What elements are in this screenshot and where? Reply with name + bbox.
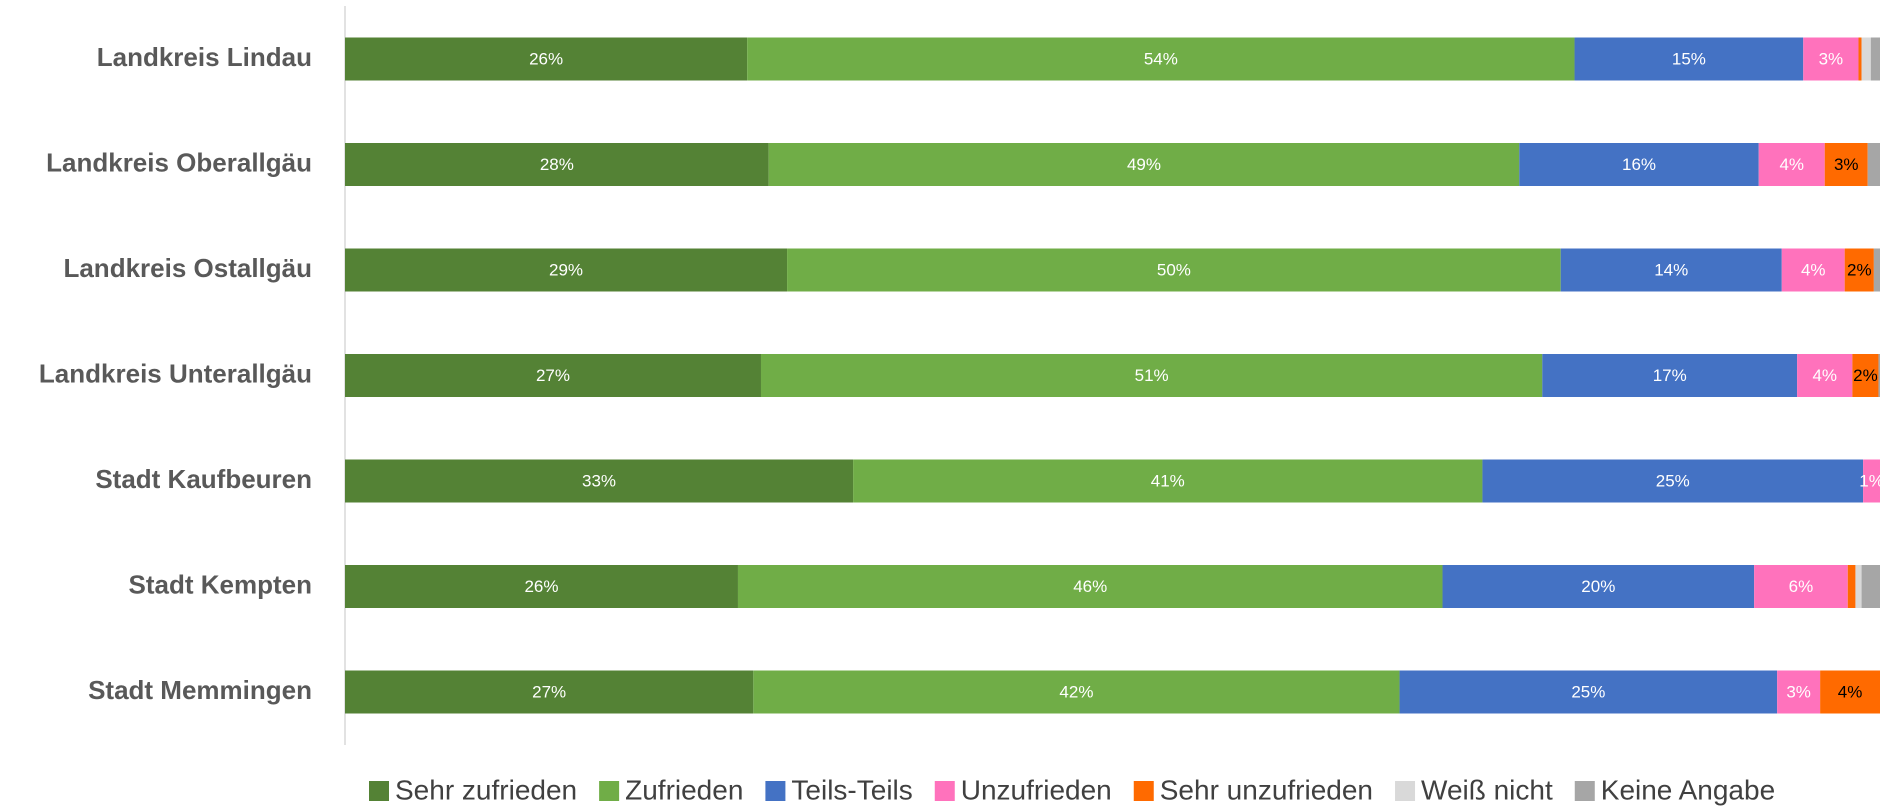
bar-segment (853, 459, 1483, 503)
legend-label: Unzufrieden (961, 774, 1112, 805)
bar-segment (753, 670, 1400, 714)
bar-segment (345, 354, 761, 397)
bar-segment (1847, 565, 1856, 608)
bar-segment (1560, 248, 1782, 292)
bar-segment (1873, 248, 1880, 292)
bar-segment (345, 143, 769, 186)
category-label: Landkreis Unterallgäu (39, 358, 312, 388)
legend-label: Zufrieden (625, 774, 743, 805)
value-label: 2% (1853, 366, 1878, 385)
bar-segment (1519, 143, 1759, 186)
legend-swatch (599, 781, 620, 801)
bar-segment (1777, 670, 1821, 714)
category-label: Stadt Kaufbeuren (95, 464, 312, 494)
value-label: 29% (549, 260, 583, 279)
value-label: 49% (1127, 155, 1161, 174)
value-label: 4% (1801, 260, 1826, 279)
legend-swatch (1574, 781, 1595, 801)
value-label: 41% (1151, 471, 1185, 490)
bar-segment (787, 248, 1561, 292)
bar-segment (1863, 459, 1880, 503)
value-label: 28% (540, 155, 574, 174)
value-label: 3% (1819, 49, 1844, 68)
value-label: 54% (1144, 49, 1178, 68)
value-label: 15% (1672, 49, 1706, 68)
category-label: Landkreis Oberallgäu (46, 147, 312, 177)
value-label: 4% (1838, 682, 1863, 701)
bar-segment (1844, 248, 1874, 292)
legend-label: Sehr unzufrieden (1160, 774, 1373, 805)
bar-segment (1824, 143, 1868, 186)
bar-segment (1758, 143, 1825, 186)
value-label: 4% (1779, 155, 1804, 174)
legend-swatch (1395, 781, 1416, 801)
legend-swatch (934, 781, 955, 801)
value-label: 1% (1859, 471, 1884, 490)
bar-segment (345, 37, 748, 81)
value-label: 6% (1789, 577, 1814, 596)
bar-segment (1797, 354, 1853, 397)
bar-segment (1754, 565, 1848, 608)
bar-segment (1820, 670, 1880, 714)
bar-segment (1542, 354, 1798, 397)
value-label: 4% (1812, 366, 1837, 385)
bar-segment (1399, 670, 1778, 714)
plot-area: 26% 54% 15% 3% 28% 49% 16% 4% 3% 29% 50% 14% 4% 2% 27%… (345, 37, 1884, 714)
bar-segment (1442, 565, 1755, 608)
bar-segment (1855, 565, 1862, 608)
category-label: Stadt Kempten (129, 569, 312, 599)
legend-label: Sehr zufrieden (395, 774, 577, 805)
bar-segment (768, 143, 1520, 186)
value-label: 27% (532, 682, 566, 701)
value-label: 25% (1571, 682, 1605, 701)
bar-segment (1870, 37, 1880, 81)
bar-segment (760, 354, 1543, 397)
category-label: Stadt Memmingen (88, 675, 312, 705)
value-label: 20% (1581, 577, 1615, 596)
bar-segment (1867, 143, 1880, 186)
value-label: 16% (1622, 155, 1656, 174)
legend-swatch (1133, 781, 1154, 801)
bar-segment (1852, 354, 1879, 397)
value-label: 3% (1834, 155, 1859, 174)
category-label: Landkreis Lindau (97, 42, 312, 72)
value-label: 26% (524, 577, 558, 596)
bar-segment (1574, 37, 1804, 81)
value-label: 46% (1073, 577, 1107, 596)
value-label: 14% (1654, 260, 1688, 279)
value-label: 50% (1157, 260, 1191, 279)
value-label: 42% (1059, 682, 1093, 701)
bar-segment (1781, 248, 1845, 292)
value-label: 33% (582, 471, 616, 490)
bar-segment (1482, 459, 1864, 503)
bar-segment (345, 248, 788, 292)
legend-swatch (765, 781, 786, 801)
value-label: 3% (1786, 682, 1811, 701)
bar-segment (1878, 354, 1880, 397)
bar-segment (345, 565, 738, 608)
value-label: 2% (1847, 260, 1872, 279)
bar-segment (345, 670, 754, 714)
bar-segment (1803, 37, 1859, 81)
legend-label: Keine Angabe (1601, 774, 1775, 805)
legend-label: Weiß nicht (1421, 774, 1553, 805)
value-label: 25% (1656, 471, 1690, 490)
bar-segment (345, 459, 854, 503)
value-label: 17% (1653, 366, 1687, 385)
bar-segment (1858, 37, 1862, 81)
bar-segment (1861, 37, 1871, 81)
value-label: 27% (536, 366, 570, 385)
category-label: Landkreis Ostallgäu (63, 253, 312, 283)
legend-swatch (369, 781, 389, 801)
value-label: 51% (1135, 366, 1169, 385)
bar-segment (1861, 565, 1880, 608)
bar-segment (747, 37, 1575, 81)
value-label: 26% (529, 49, 563, 68)
bar-segment (737, 565, 1443, 608)
legend-label: Teils-Teils (791, 774, 912, 805)
